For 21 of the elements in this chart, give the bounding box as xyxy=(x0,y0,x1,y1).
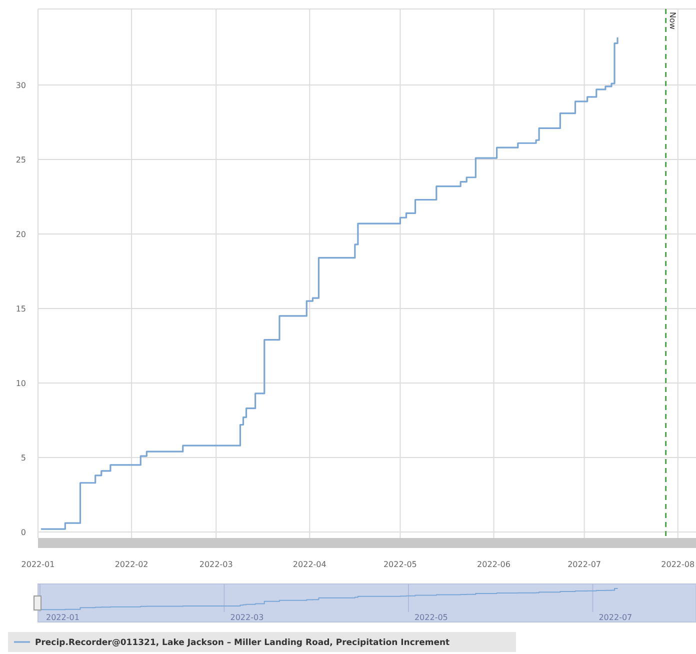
y-tick-label: 30 xyxy=(16,80,26,90)
x-tick-label: 2022-07 xyxy=(568,560,602,569)
y-tick-label: 5 xyxy=(20,453,26,462)
y-tick-label: 20 xyxy=(16,230,26,239)
x-tick-label: 2022-01 xyxy=(21,560,55,569)
x-tick-label: 2022-05 xyxy=(383,560,417,569)
x-tick-label: 2022-08 xyxy=(661,560,695,569)
x-tick-label: 2022-04 xyxy=(292,560,326,569)
x-tick-label: 2022-02 xyxy=(114,560,148,569)
y-tick-label: 15 xyxy=(16,304,26,314)
ref-line-label: Now xyxy=(668,12,677,30)
y-tick-label: 25 xyxy=(16,155,26,164)
x-tick-label: 2022-06 xyxy=(477,560,510,569)
y-tick-label: 10 xyxy=(16,378,26,388)
legend-label: Precip.Recorder@011321, Lake Jackson – Miller Landing Road, Precipitation Increment xyxy=(35,638,450,648)
text: 2022-03 xyxy=(230,613,264,622)
text: 2022-01 xyxy=(46,613,80,622)
x-tick-label: 2022-03 xyxy=(199,560,233,569)
text: 2022-05 xyxy=(414,613,448,622)
y-tick-label: 0 xyxy=(20,528,26,537)
text: 2022-07 xyxy=(598,613,632,622)
